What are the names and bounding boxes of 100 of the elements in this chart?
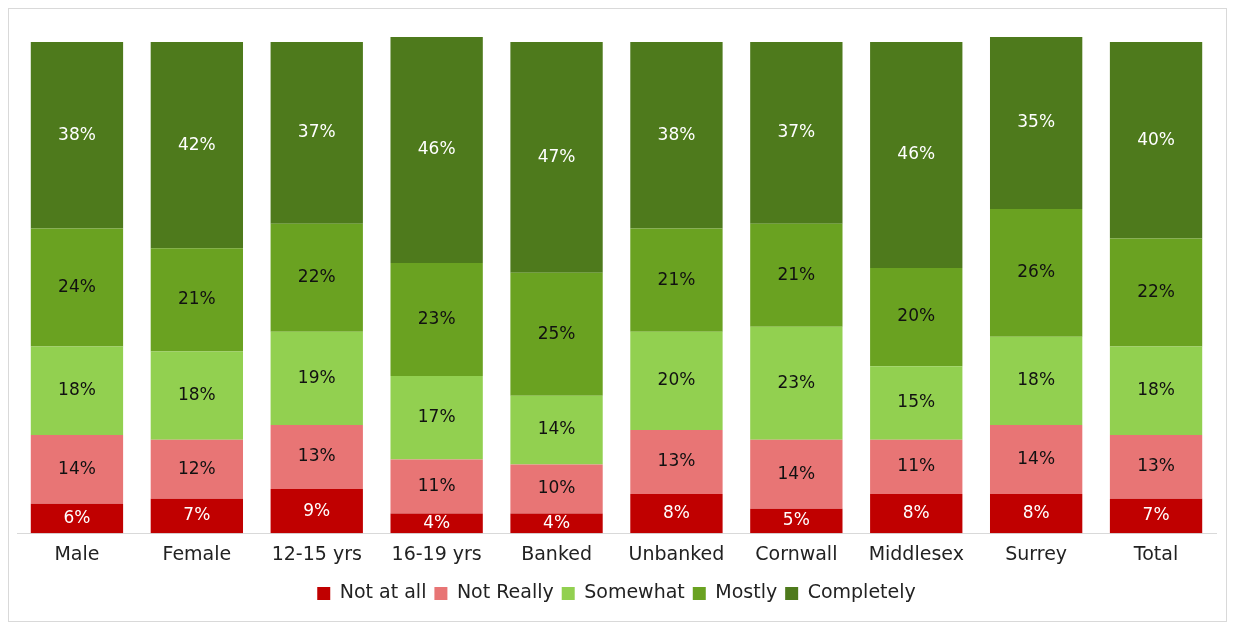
bar — [270, 425, 363, 489]
x-tick-label: 16-19 yrs — [391, 541, 482, 564]
bar — [1109, 41, 1203, 239]
data-label: 24% — [58, 275, 96, 296]
data-label: 40% — [1137, 128, 1175, 149]
data-label: 21% — [177, 288, 216, 309]
data-label: 23% — [417, 307, 456, 328]
data-label: 18% — [58, 379, 96, 400]
data-label: 37% — [777, 121, 816, 142]
bar — [270, 488, 363, 534]
data-label: 42% — [177, 133, 216, 154]
bar — [870, 267, 963, 367]
data-label: 9% — [303, 499, 331, 520]
data-label: 47% — [537, 145, 576, 166]
bar — [989, 493, 1083, 534]
bar — [750, 326, 843, 440]
legend-label: Not Really — [456, 580, 554, 603]
bar — [1109, 434, 1203, 499]
bar — [270, 331, 363, 426]
bar — [630, 331, 723, 431]
data-label: 20% — [657, 369, 696, 390]
legend-label: Not at all — [339, 580, 427, 603]
data-label: 38% — [657, 123, 696, 144]
legend-label: Somewhat — [584, 580, 685, 603]
bar — [630, 41, 723, 229]
data-label: 18% — [1017, 369, 1056, 390]
data-label: 4% — [543, 511, 571, 532]
data-label: 37% — [297, 121, 336, 142]
bar — [150, 41, 244, 249]
bar — [30, 434, 124, 504]
data-label: 11% — [897, 455, 936, 476]
data-label: 13% — [1137, 455, 1175, 476]
x-tick-label: 12-15 yrs — [271, 541, 362, 564]
bar — [1109, 238, 1203, 347]
bar — [390, 37, 483, 263]
data-label: 4% — [423, 511, 451, 532]
x-tick-label: Middlesex — [868, 541, 964, 564]
bar — [750, 223, 843, 327]
x-tick-label: Female — [162, 541, 232, 564]
data-label: 14% — [58, 457, 96, 478]
bar — [750, 41, 843, 224]
data-label: 22% — [297, 266, 336, 287]
data-label: 46% — [897, 143, 936, 164]
bar — [30, 503, 124, 534]
bar — [989, 208, 1083, 337]
data-label: 13% — [657, 450, 696, 471]
bar — [150, 351, 244, 440]
bar — [870, 439, 963, 494]
data-label: 7% — [183, 504, 211, 525]
bar — [989, 37, 1083, 209]
data-label: 8% — [1022, 501, 1050, 522]
bar — [390, 459, 483, 514]
bar — [630, 493, 723, 534]
bar — [870, 493, 963, 534]
legend-label: Completely — [807, 580, 916, 603]
data-label: 15% — [897, 391, 936, 412]
data-label: 14% — [537, 418, 576, 439]
bar — [870, 41, 963, 268]
data-label: 22% — [1137, 280, 1175, 301]
data-label: 46% — [417, 138, 456, 159]
data-label: 18% — [1137, 379, 1175, 400]
data-label: 8% — [662, 501, 690, 522]
data-label: 25% — [537, 322, 576, 343]
bar — [630, 228, 723, 332]
data-label: 35% — [1017, 111, 1056, 132]
bar — [510, 41, 603, 273]
bar — [510, 395, 603, 465]
bar — [30, 346, 124, 435]
bar — [989, 425, 1083, 494]
data-label: 23% — [777, 371, 816, 392]
legend-label: Mostly — [715, 580, 778, 603]
bar — [750, 508, 843, 534]
data-label: 14% — [1017, 447, 1056, 468]
bar — [1109, 498, 1203, 534]
bar — [270, 41, 363, 224]
data-label: 11% — [417, 474, 456, 495]
data-label: 21% — [657, 268, 696, 289]
data-label: 38% — [58, 123, 96, 144]
x-tick-label: Cornwall — [755, 541, 838, 564]
data-label: 17% — [417, 406, 456, 427]
x-tick-label: Banked — [521, 541, 592, 564]
data-label: 26% — [1017, 261, 1056, 282]
data-label: 8% — [902, 501, 930, 522]
x-tick-label: Unbanked — [628, 541, 725, 564]
x-tick-label: Male — [54, 541, 100, 564]
bar — [630, 430, 723, 494]
data-label: 5% — [782, 509, 810, 530]
data-label: 12% — [177, 457, 216, 478]
x-tick-label: Total — [1132, 541, 1179, 564]
bar — [989, 336, 1083, 426]
data-label: 19% — [297, 366, 336, 387]
data-label: 20% — [897, 305, 936, 326]
bar — [390, 262, 483, 376]
bar — [870, 366, 963, 440]
bar — [150, 498, 244, 534]
bar — [750, 439, 843, 509]
data-label: 21% — [777, 263, 816, 284]
data-label: 6% — [63, 506, 91, 527]
data-label: 10% — [537, 477, 576, 498]
data-label: 13% — [297, 445, 336, 466]
